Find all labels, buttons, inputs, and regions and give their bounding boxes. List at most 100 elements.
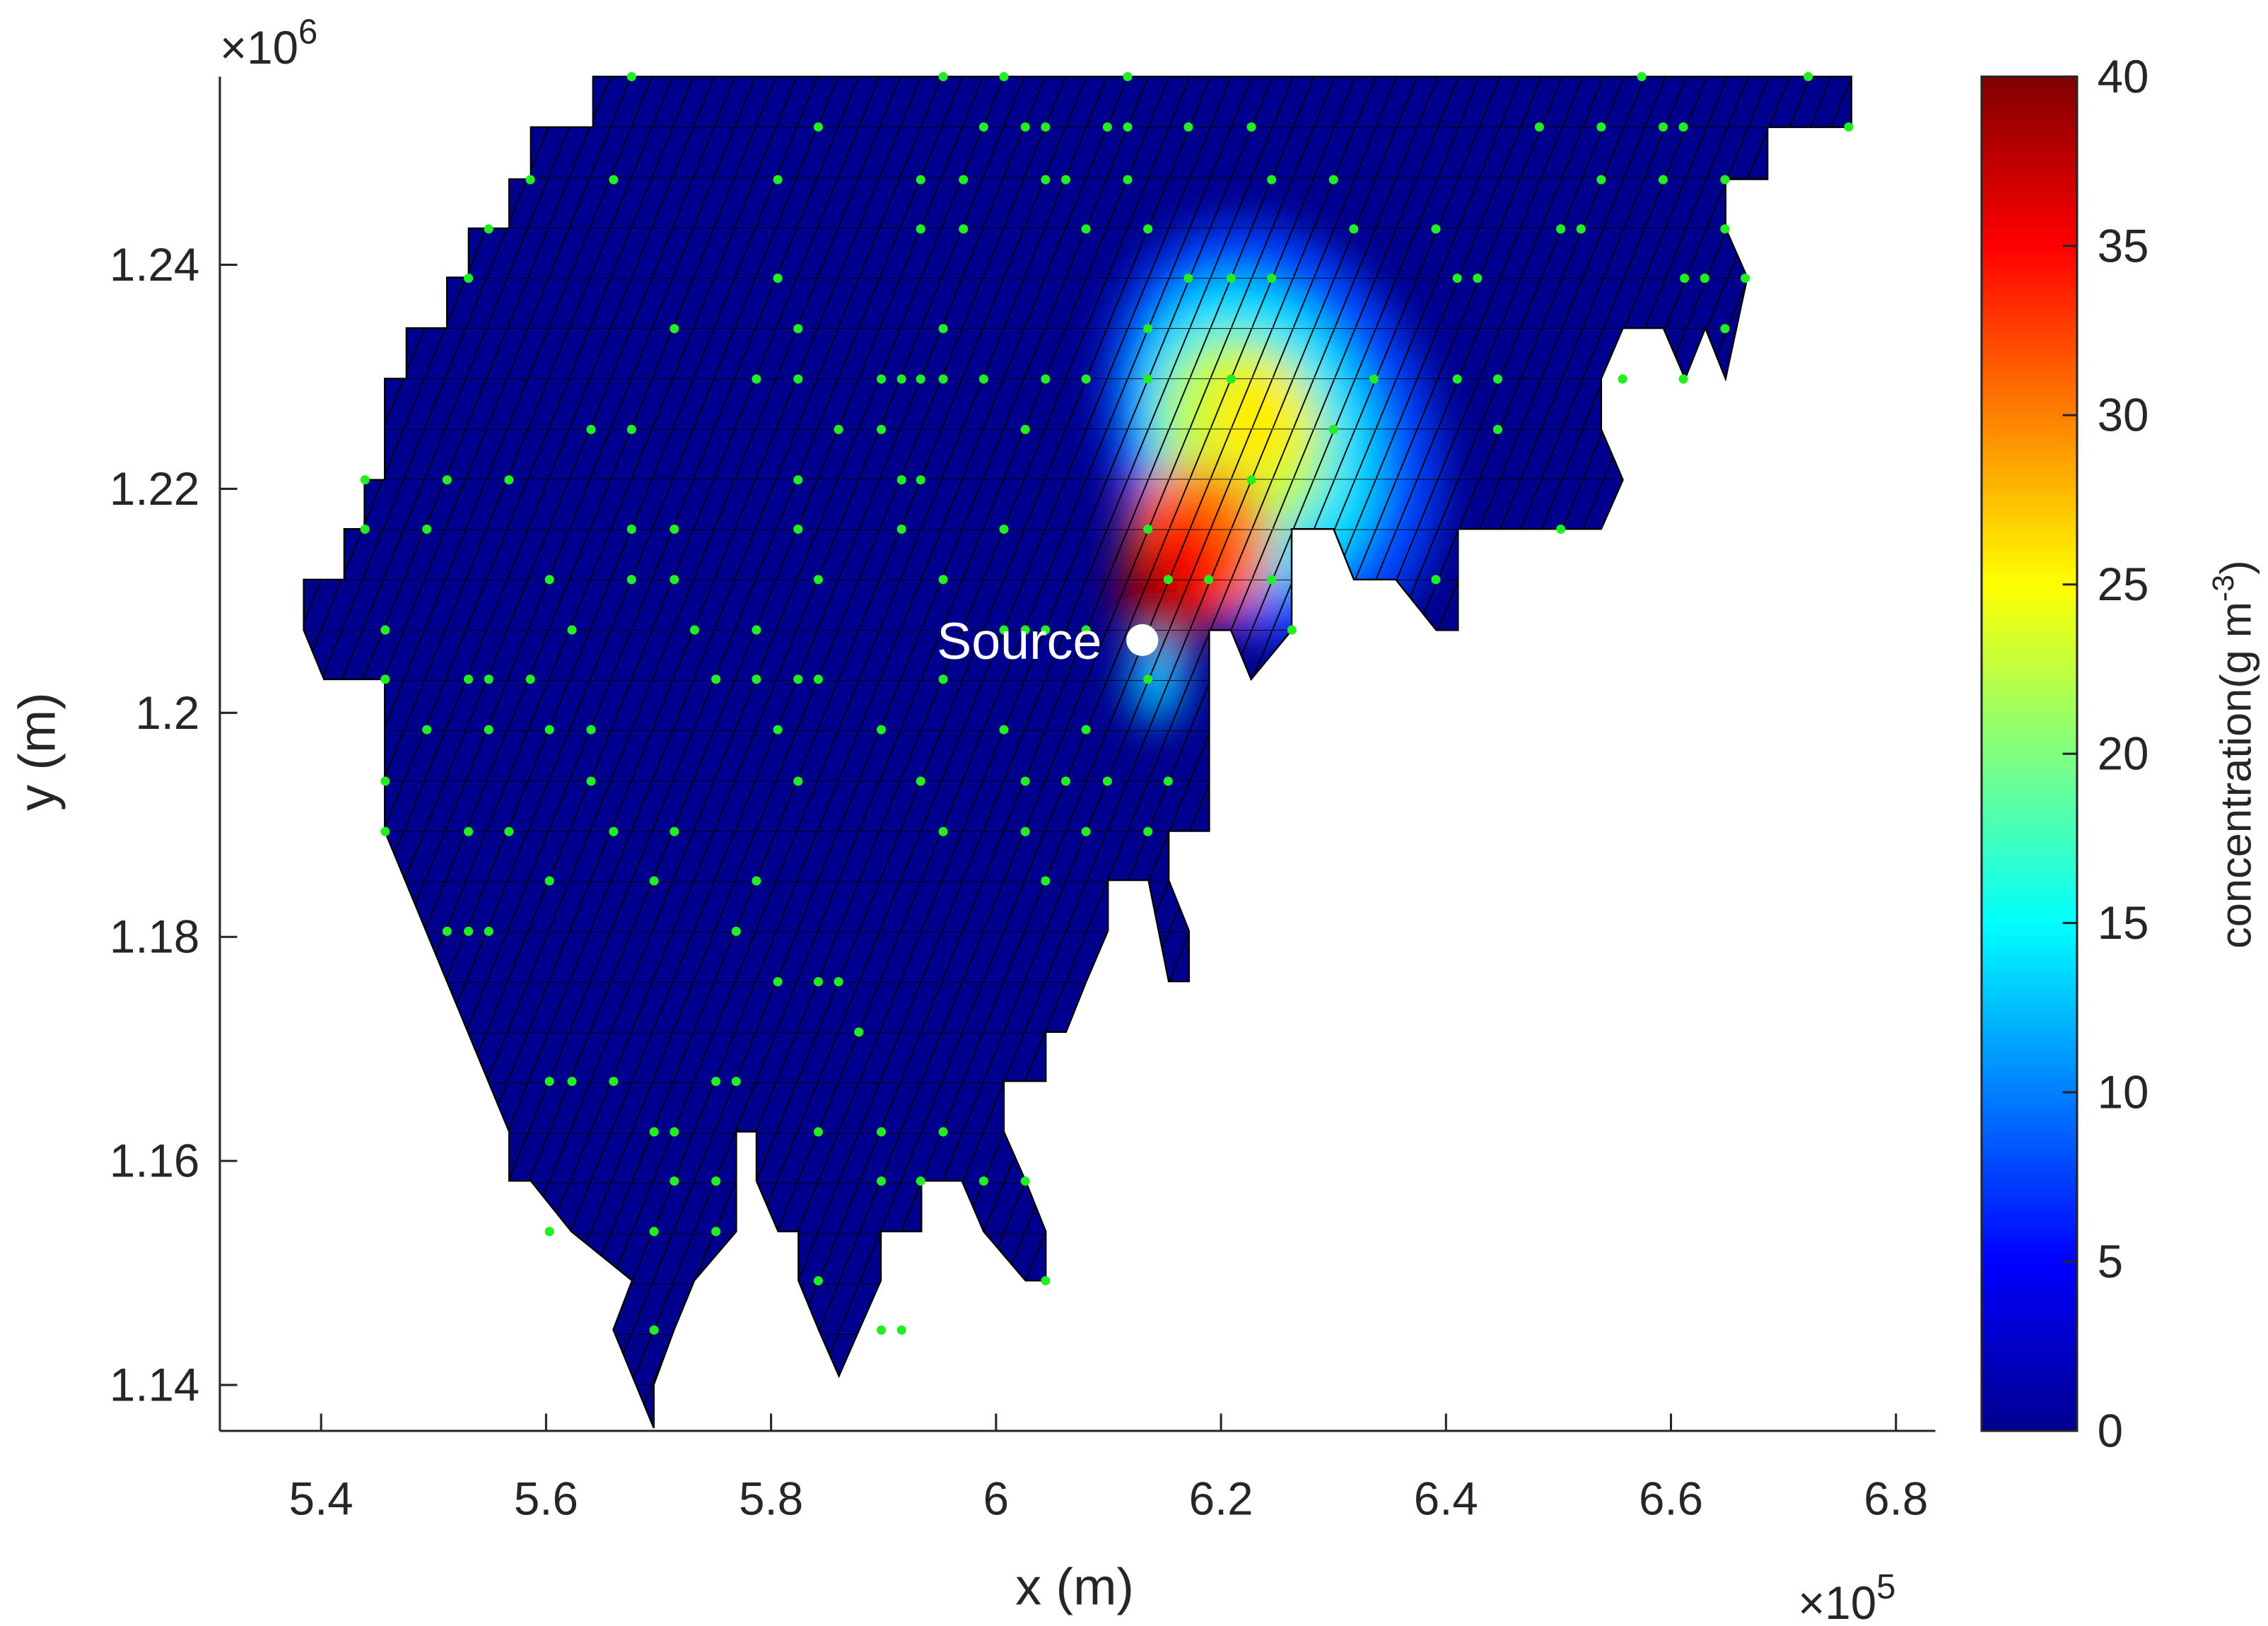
sensor-point <box>1081 625 1091 635</box>
sensor-point <box>896 524 906 534</box>
sensor-point <box>1246 122 1256 132</box>
sensor-point <box>959 175 969 185</box>
sensor-point <box>978 1176 988 1186</box>
sensor-point <box>1576 224 1586 234</box>
x-tick-label: 6.6 <box>1639 1473 1703 1525</box>
sensor-point <box>544 1077 554 1087</box>
sensor-point <box>464 926 474 936</box>
sensor-point <box>380 674 390 684</box>
sensor-point <box>1556 224 1566 234</box>
sensor-point <box>773 175 783 185</box>
sensor-point <box>1267 575 1277 585</box>
sensor-point <box>567 1077 577 1087</box>
sensor-point <box>1143 374 1153 384</box>
sensor-point <box>1534 122 1544 132</box>
sensor-point <box>1020 826 1030 836</box>
sensor-point <box>1020 122 1030 132</box>
sensor-point <box>896 475 906 485</box>
sensor-point <box>793 674 803 684</box>
sensor-point <box>938 575 948 585</box>
sensor-point <box>1452 374 1462 384</box>
sensor-point <box>1123 175 1133 185</box>
sensor-point <box>854 1027 864 1037</box>
sensor-point <box>793 374 803 384</box>
sensor-point <box>938 826 948 836</box>
sensor-point <box>442 475 452 485</box>
sensor-point <box>711 674 721 684</box>
sensor-point <box>752 876 761 886</box>
sensor-point <box>1720 324 1730 334</box>
sensor-point <box>380 826 390 836</box>
sensor-point <box>1267 175 1277 185</box>
sensor-point <box>813 977 824 987</box>
sensor-point <box>813 1127 824 1137</box>
sensor-point <box>670 1176 679 1186</box>
sensor-point <box>773 977 783 987</box>
sensor-point <box>834 977 843 987</box>
sensor-point <box>752 625 761 635</box>
sensor-point <box>626 424 636 435</box>
sensor-point <box>1163 776 1173 786</box>
sensor-point <box>1678 374 1688 384</box>
sensor-point <box>1041 122 1051 132</box>
colorbar-tick-label: 25 <box>2098 558 2149 610</box>
sensor-point <box>916 776 925 786</box>
sensor-point <box>670 575 679 585</box>
y-tick-label: 1.2 <box>135 687 199 739</box>
mesh-domain <box>303 76 1853 1429</box>
sensor-point <box>813 1276 824 1286</box>
sensor-point <box>916 224 925 234</box>
sensor-point <box>916 374 925 384</box>
sensor-point <box>1102 122 1112 132</box>
sensor-point <box>938 324 948 334</box>
colorbar-tick-label: 35 <box>2098 220 2149 271</box>
sensor-point <box>484 926 493 936</box>
sensor-point <box>711 1077 721 1087</box>
x-tick-label: 6.4 <box>1414 1473 1478 1525</box>
sensor-point <box>1020 1176 1030 1186</box>
sensor-point <box>1123 71 1133 81</box>
sensor-point <box>1020 625 1030 635</box>
sensor-point <box>959 224 969 234</box>
sensor-point <box>1720 224 1730 234</box>
sensor-point <box>504 475 514 485</box>
sensor-point <box>464 826 474 836</box>
sensor-point <box>999 725 1009 735</box>
sensor-point <box>670 826 679 836</box>
sensor-point <box>544 876 554 886</box>
sensor-point <box>464 274 474 283</box>
sensor-point <box>422 524 432 534</box>
sensor-point <box>1081 826 1091 836</box>
sensor-point <box>1183 122 1193 132</box>
sensor-point <box>649 876 659 886</box>
sensor-point <box>978 374 988 384</box>
sensor-point <box>1226 274 1236 283</box>
sensor-point <box>586 424 596 435</box>
colorbar-tick-label: 20 <box>2098 728 2149 780</box>
sensor-point <box>525 674 535 684</box>
sensor-point <box>1183 274 1193 283</box>
sensor-point <box>1492 424 1503 435</box>
sensor-point <box>1123 122 1133 132</box>
sensor-point <box>1143 224 1153 234</box>
sensor-point <box>1431 224 1441 234</box>
sensor-point <box>626 524 636 534</box>
sensor-point <box>525 175 535 185</box>
sensor-point <box>1492 374 1503 384</box>
sensor-point <box>793 524 803 534</box>
colorbar-tick-label: 15 <box>2098 897 2149 949</box>
sensor-point <box>442 926 452 936</box>
sensor-point <box>938 1127 948 1137</box>
y-axis-label: y (m) <box>8 692 66 811</box>
sensor-point <box>1678 122 1688 132</box>
sensor-point <box>938 374 948 384</box>
x-tick-label: 5.4 <box>289 1473 353 1525</box>
sensor-point <box>1020 424 1030 435</box>
colorbar-label: concentration(g m-3) <box>2206 560 2261 948</box>
sensor-point <box>916 475 925 485</box>
y-tick-label: 1.14 <box>110 1359 199 1411</box>
x-scale-label: ×105 <box>1798 1568 1895 1626</box>
sensor-point <box>877 725 887 735</box>
y-tick-label: 1.18 <box>110 911 199 963</box>
